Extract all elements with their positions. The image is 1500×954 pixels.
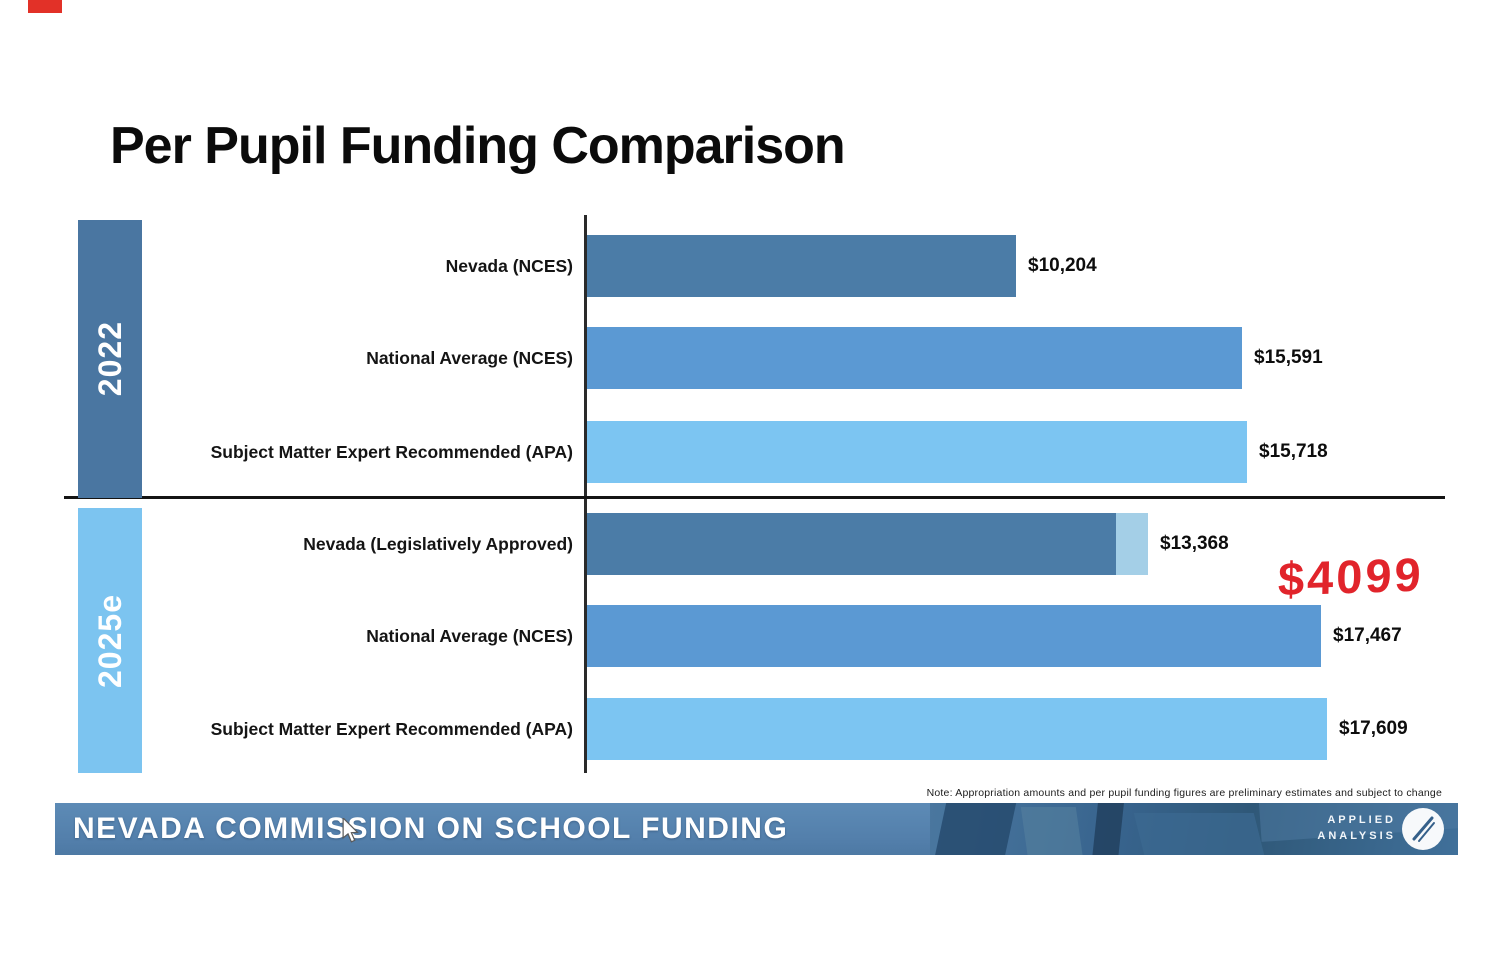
value-label: $17,467 [1333, 625, 1402, 646]
value-label: $17,609 [1339, 718, 1408, 739]
bar-2025e-1 [587, 513, 1116, 575]
category-label: Nevada (Legislatively Approved) [303, 533, 573, 554]
red-corner-mark [28, 0, 62, 13]
logo-pen-icon [1402, 808, 1444, 850]
handwritten-annotation: $4099 [1277, 547, 1425, 606]
value-label: $15,591 [1254, 347, 1323, 368]
y-axis-line [584, 215, 587, 773]
year-band-2025e: 2025e [78, 508, 142, 773]
category-label: Subject Matter Expert Recommended (APA) [210, 441, 573, 462]
bar-2025e-3 [587, 698, 1327, 760]
value-label: $10,204 [1028, 255, 1097, 276]
footnote: Note: Appropriation amounts and per pupi… [926, 787, 1442, 799]
page-title: Per Pupil Funding Comparison [110, 117, 846, 175]
bar-cap-segment [1116, 513, 1148, 575]
footer-bar: APPLIED ANALYSIS NEVADA COMMISSION ON SC… [55, 803, 1458, 855]
bar-2022-3 [587, 421, 1247, 483]
bar-2025e-2 [587, 605, 1321, 667]
applied-analysis-logo: APPLIED ANALYSIS [1317, 812, 1396, 844]
category-label: Subject Matter Expert Recommended (APA) [210, 718, 573, 739]
photo-shape [932, 803, 1018, 855]
photo-shape [1133, 813, 1267, 855]
bar-2022-1 [587, 235, 1016, 297]
value-label: $13,368 [1160, 533, 1229, 554]
photo-shape [1091, 803, 1125, 855]
footer-title: NEVADA COMMISSION ON SCHOOL FUNDING [73, 812, 789, 845]
group-divider-line [64, 496, 1445, 499]
bar-2022-2 [587, 327, 1242, 389]
photo-shape [1020, 807, 1085, 855]
logo-line1: APPLIED [1327, 814, 1396, 826]
category-label: National Average (NCES) [366, 347, 573, 368]
category-label: National Average (NCES) [366, 625, 573, 646]
footer-photo-strip: APPLIED ANALYSIS [930, 803, 1458, 855]
mouse-cursor-icon [339, 816, 361, 844]
year-band-2022: 2022 [78, 220, 142, 498]
category-label: Nevada (NCES) [445, 255, 573, 276]
value-label: $15,718 [1259, 441, 1328, 462]
logo-line2: ANALYSIS [1317, 830, 1396, 842]
